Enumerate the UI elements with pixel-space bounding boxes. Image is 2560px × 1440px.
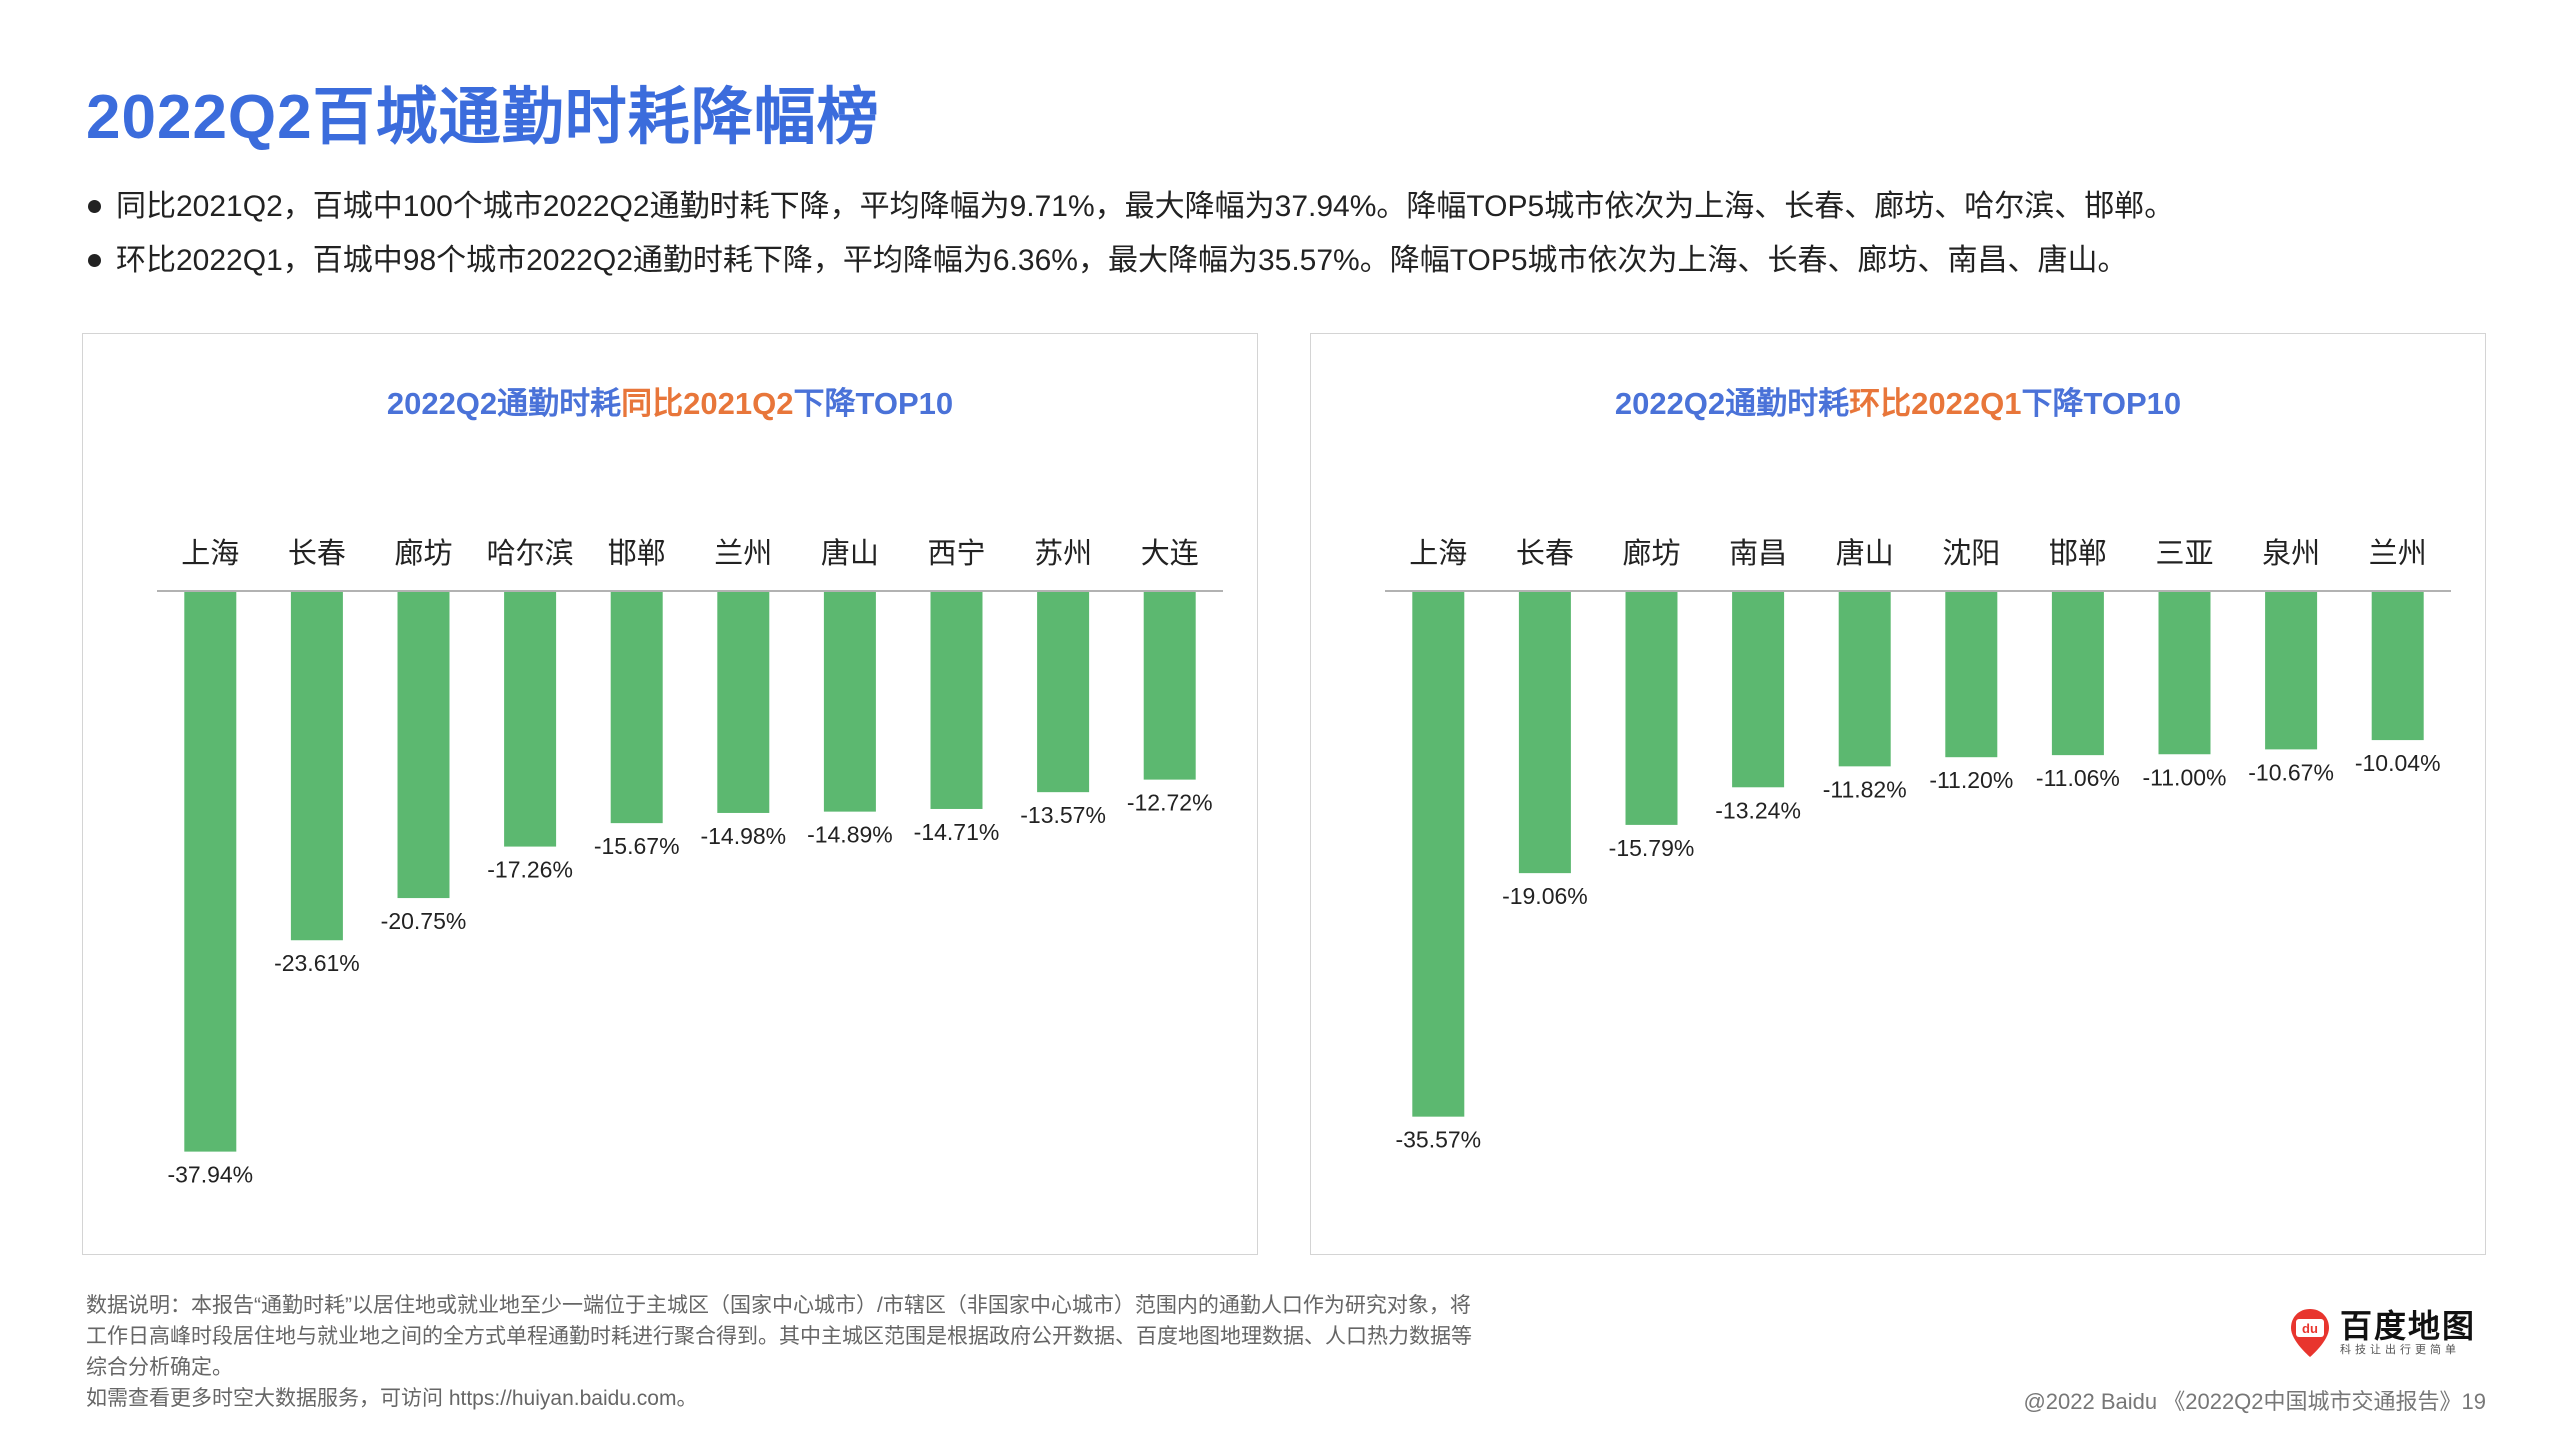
chart-title-yoy-part3: 下降TOP10 bbox=[793, 386, 954, 421]
category-label: 唐山 bbox=[821, 537, 879, 570]
bar bbox=[2265, 592, 2318, 750]
footnote-line: 数据说明：本报告“通勤时耗”以居住地或就业地至少一端位于主城区（国家中心城市）/… bbox=[86, 1294, 1471, 1317]
category-label: 邯郸 bbox=[608, 537, 666, 570]
category-label: 沈阳 bbox=[1942, 537, 2000, 570]
category-label: 长春 bbox=[288, 537, 346, 570]
value-label: -11.00% bbox=[2143, 764, 2227, 790]
chart-title-yoy: 2022Q2通勤时耗同比2021Q2下降TOP10 bbox=[83, 378, 1257, 423]
category-label: 兰州 bbox=[2369, 537, 2427, 570]
bar bbox=[184, 592, 237, 1152]
category-label: 苏州 bbox=[1034, 537, 1092, 570]
value-label: -19.06% bbox=[1502, 883, 1588, 909]
value-label: -14.89% bbox=[807, 822, 893, 848]
category-label: 三亚 bbox=[2155, 538, 2213, 570]
value-label: -35.57% bbox=[1395, 1127, 1481, 1153]
category-label: 西宁 bbox=[927, 537, 985, 570]
logo-name: 百度地图 bbox=[2340, 1308, 2477, 1344]
category-label: 邯郸 bbox=[2049, 537, 2107, 570]
category-label: 唐山 bbox=[1836, 537, 1894, 570]
value-label: -23.61% bbox=[274, 950, 360, 976]
value-label: -11.06% bbox=[2036, 765, 2120, 791]
category-label: 泉州 bbox=[2262, 537, 2320, 570]
value-label: -10.04% bbox=[2355, 750, 2441, 776]
value-label: -15.67% bbox=[594, 833, 680, 859]
value-label: -37.94% bbox=[167, 1162, 253, 1188]
value-label: -12.72% bbox=[1127, 790, 1213, 816]
category-label: 大连 bbox=[1141, 537, 1199, 570]
chart-panel-yoy: 2022Q2通勤时耗同比2021Q2下降TOP10 上海 -37.94% 长春 -23… bbox=[82, 333, 1258, 1255]
bar bbox=[930, 592, 983, 809]
baidu-map-logo: du 百度地图 科技让出行更简单 bbox=[2288, 1307, 2476, 1359]
data-footnote: 数据说明：本报告“通勤时耗”以居住地或就业地至少一端位于主城区（国家中心城市）/… bbox=[86, 1290, 1646, 1414]
page-footer: @2022 Baidu 《2022Q2中国城市交通报告》19 bbox=[2023, 1389, 2486, 1414]
bar bbox=[1412, 592, 1465, 1117]
bar bbox=[610, 592, 663, 824]
category-label: 哈尔滨 bbox=[487, 537, 574, 570]
bar bbox=[1143, 592, 1196, 780]
chart-qoq: 上海 -35.57% 长春 -19.06% 廊坊 -15.79% 南昌 -13.24% 唐山 -1… bbox=[1385, 537, 2451, 1153]
summary-bullet-qoq: 环比2022Q1，百城中98个城市2022Q2通勤时耗下降，平均降幅为6.36%… bbox=[86, 234, 2486, 288]
chart-title-qoq-highlight: 环比2022Q1 bbox=[1849, 386, 2022, 421]
value-label: -10.67% bbox=[2248, 759, 2334, 785]
category-label: 廊坊 bbox=[1622, 537, 1680, 570]
chart-title-yoy-highlight: 同比2021Q2 bbox=[621, 386, 794, 421]
logo-slogan: 科技让出行更简单 bbox=[2340, 1344, 2460, 1356]
bar bbox=[1037, 592, 1090, 793]
logo-mark-text: du bbox=[2302, 1321, 2318, 1336]
value-label: -14.98% bbox=[700, 823, 786, 849]
footnote-link-line: 如需查看更多时空大数据服务，可访问 https://huiyan.baidu.c… bbox=[86, 1387, 698, 1410]
bar bbox=[2051, 592, 2104, 756]
value-label: -13.57% bbox=[1020, 802, 1106, 828]
chart-title-qoq-part3: 下降TOP10 bbox=[2021, 386, 2182, 421]
bar bbox=[1945, 592, 1998, 758]
bar bbox=[397, 592, 450, 899]
chart-title-yoy-part1: 2022Q2通勤时耗 bbox=[386, 386, 622, 421]
footnote-line: 综合分析确定。 bbox=[86, 1356, 233, 1379]
category-label: 上海 bbox=[1409, 537, 1467, 570]
category-label: 兰州 bbox=[714, 537, 772, 570]
bar bbox=[1625, 592, 1678, 825]
chart-panel-qoq: 2022Q2通勤时耗环比2022Q1下降TOP10 上海 -35.57% 长春 -19… bbox=[1310, 333, 2486, 1255]
page-title: 2022Q2百城通勤时耗降幅榜 bbox=[86, 83, 880, 152]
bar bbox=[1732, 592, 1785, 788]
value-label: -13.24% bbox=[1715, 797, 1801, 823]
bar bbox=[823, 592, 876, 812]
bar bbox=[290, 592, 343, 941]
category-label: 廊坊 bbox=[394, 537, 452, 570]
bar bbox=[1838, 592, 1891, 767]
value-label: -15.79% bbox=[1609, 835, 1695, 861]
value-label: -20.75% bbox=[381, 908, 467, 934]
category-label: 上海 bbox=[181, 537, 239, 570]
chart-title-qoq: 2022Q2通勤时耗环比2022Q1下降TOP10 bbox=[1311, 378, 2485, 423]
chart-yoy: 上海 -37.94% 长春 -23.61% 廊坊 -20.75% 哈尔滨 -17.26% 邯郸 -… bbox=[157, 537, 1223, 1188]
bar bbox=[2371, 592, 2424, 741]
summary-bullet-yoy: 同比2021Q2，百城中100个城市2022Q2通勤时耗下降，平均降幅为9.71… bbox=[86, 180, 2486, 234]
map-pin-icon: du bbox=[2291, 1309, 2329, 1357]
bar bbox=[2158, 592, 2211, 755]
bar bbox=[504, 592, 557, 847]
chart-title-qoq-part1: 2022Q2通勤时耗 bbox=[1614, 386, 1850, 421]
bar bbox=[717, 592, 770, 813]
summary-bullets: 同比2021Q2，百城中100个城市2022Q2通勤时耗下降，平均降幅为9.71… bbox=[86, 180, 2486, 288]
footnote-line: 工作日高峰时段居住地与就业地之间的全方式单程通勤时耗进行聚合得到。其中主城区范围… bbox=[86, 1325, 1472, 1348]
value-label: -14.71% bbox=[914, 819, 1000, 845]
bar bbox=[1518, 592, 1571, 874]
category-label: 南昌 bbox=[1729, 537, 1787, 570]
value-label: -17.26% bbox=[487, 857, 573, 883]
category-label: 长春 bbox=[1516, 537, 1574, 570]
value-label: -11.20% bbox=[1929, 767, 2013, 793]
value-label: -11.82% bbox=[1823, 776, 1907, 802]
